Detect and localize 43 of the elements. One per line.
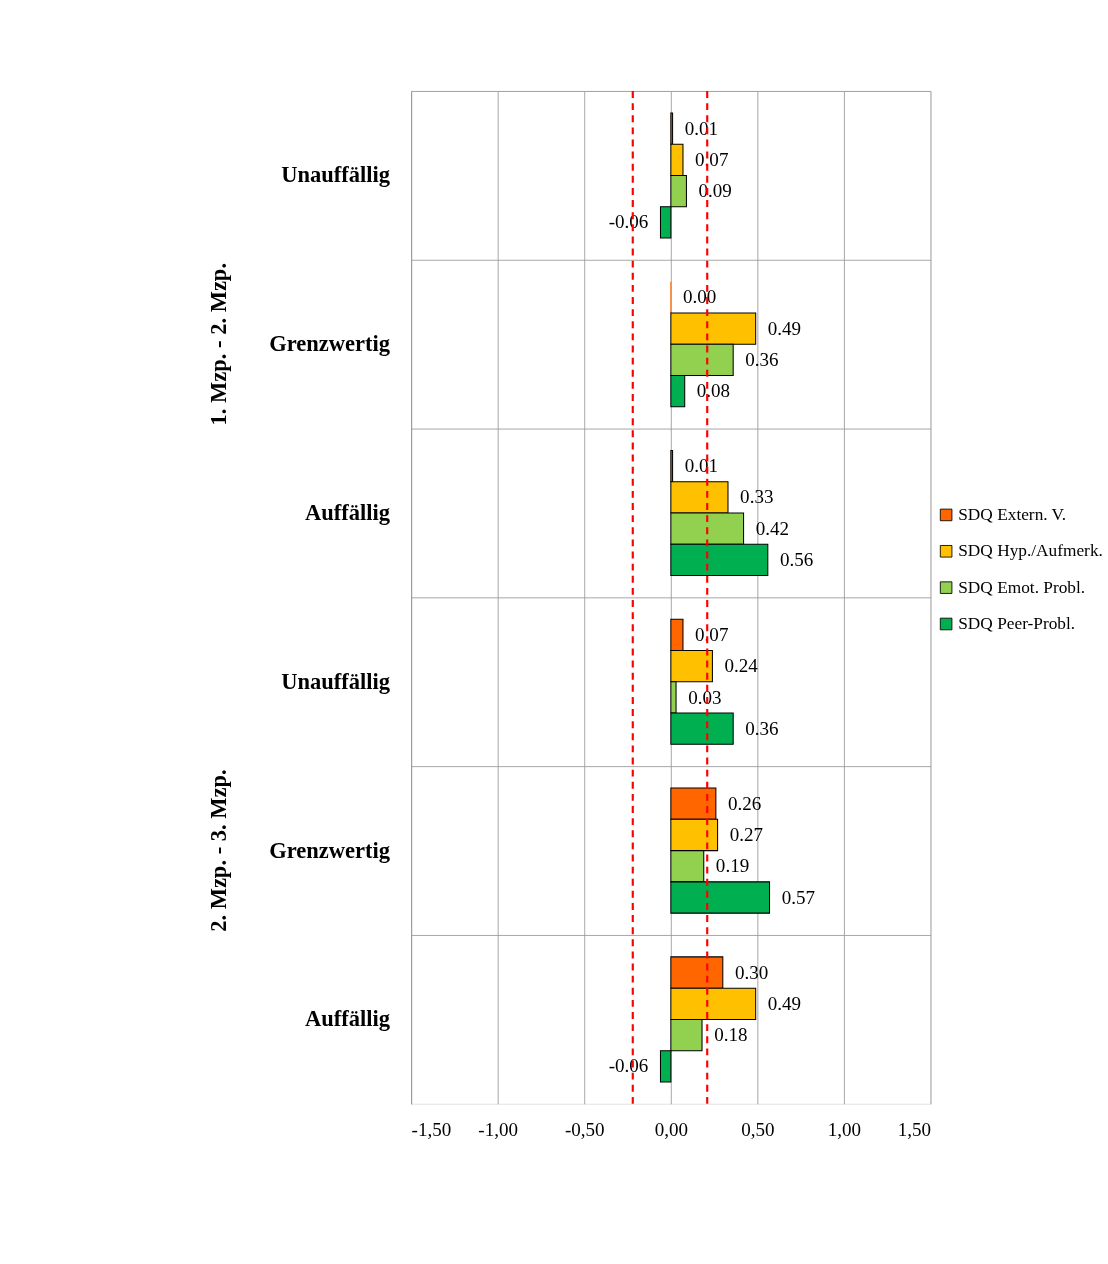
data-label: 0.49 <box>767 317 802 339</box>
legend-label: SDQ Hyp./Aufmerk. <box>958 541 1103 561</box>
data-label: 0.08 <box>696 380 731 402</box>
data-label: 0.01 <box>684 117 719 139</box>
y-tick-label: Grenzwertig <box>269 837 391 863</box>
legend-label: SDQ Emot. Probl. <box>958 577 1086 597</box>
legend-label: SDQ Peer-Probl. <box>958 614 1076 634</box>
data-label: 0.19 <box>715 855 750 877</box>
data-label: 0.30 <box>734 961 769 983</box>
y-tick-label: Unauffällig <box>281 162 391 188</box>
x-tick-label: 1,50 <box>897 1119 931 1141</box>
data-label: 0.49 <box>767 992 802 1014</box>
text: 1. Mzp. - 2. Mzp. <box>205 262 231 426</box>
legend-label: SDQ Extern. V. <box>958 505 1067 525</box>
data-label: -0.06 <box>608 211 649 233</box>
data-label: 0.24 <box>724 655 759 677</box>
data-label: 0.00 <box>682 286 717 308</box>
data-label: 0.03 <box>688 686 722 708</box>
y-tick-label: Grenzwertig <box>269 331 391 357</box>
data-label: 0.26 <box>727 792 762 814</box>
data-label: 0.27 <box>729 824 764 846</box>
data-label: -0.06 <box>608 1055 649 1077</box>
data-label: 0.33 <box>740 486 774 508</box>
x-tick-label: -0,50 <box>564 1119 605 1141</box>
data-label: 0.07 <box>695 623 729 645</box>
data-label: 0.57 <box>781 886 815 908</box>
data-label: 0.18 <box>714 1024 748 1046</box>
y-tick-label: Auffällig <box>304 499 391 525</box>
data-label: 0.01 <box>684 455 719 477</box>
data-label: 0.36 <box>745 348 779 370</box>
x-tick-label: 0,50 <box>741 1119 775 1141</box>
data-label: 0.07 <box>695 148 729 170</box>
y-tick-label: Unauffällig <box>281 668 391 694</box>
text: 2. Mzp. - 3. Mzp. <box>205 769 231 932</box>
x-tick-label: 1,00 <box>827 1119 862 1141</box>
data-label: 0.56 <box>779 548 814 570</box>
data-label: 0.36 <box>745 717 779 739</box>
x-tick-label: -1,00 <box>478 1119 518 1141</box>
data-label: 0.42 <box>755 517 789 539</box>
x-tick-label: 0,00 <box>654 1119 688 1141</box>
x-tick-label: -1,50 <box>411 1119 452 1141</box>
y-tick-label: Auffällig <box>304 1006 391 1032</box>
data-label: 0.09 <box>698 180 732 202</box>
